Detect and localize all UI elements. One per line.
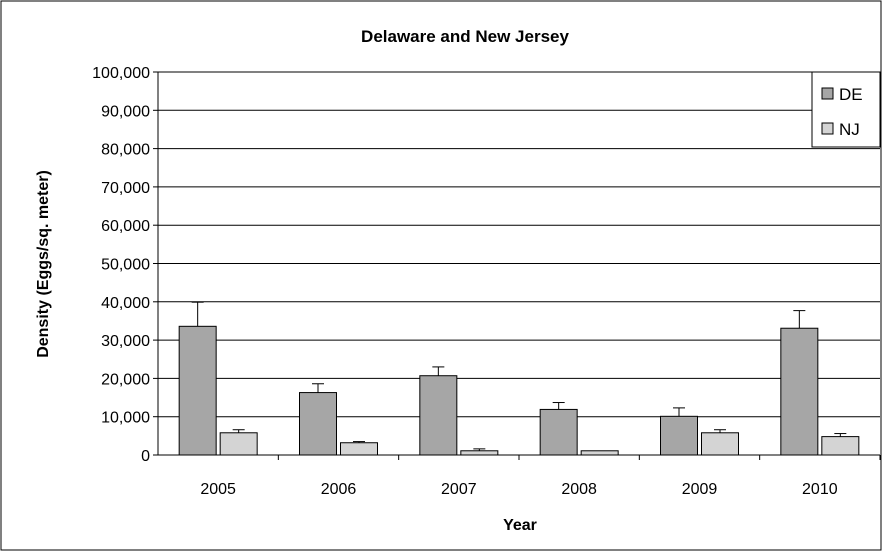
gridlines [158,71,880,418]
x-tick-label: 2006 [321,481,357,498]
x-tick-label: 2008 [561,481,597,498]
bar-nj-2010 [821,436,860,456]
bar-nj-2005 [219,432,258,456]
y-tick-label: 10,000 [101,410,150,427]
x-tick-label: 2005 [200,481,236,498]
bar-nj-2008 [580,450,619,456]
y-tick-label: 50,000 [101,257,150,274]
x-tick-label: 2010 [802,481,838,498]
bar-de-2010 [780,327,819,456]
legend: DE NJ [811,71,881,148]
bar-nj-2006 [340,442,378,456]
bar-de-2009 [660,415,698,456]
x-tick-label: 2009 [682,481,718,498]
x-axis-label: Year [503,517,537,534]
y-tick-label: 30,000 [101,333,150,350]
legend-label-de: DE [839,85,863,104]
bar-nj-2007 [460,450,499,456]
y-tick-label: 70,000 [101,180,150,197]
y-tick-label: 60,000 [101,218,150,235]
y-tick-label: 0 [141,448,150,465]
legend-swatch-nj [821,122,834,135]
y-axis-label: Density (Eggs/sq. meter) [35,170,52,358]
y-tick-label: 80,000 [101,142,150,159]
y-tick-label: 100,000 [92,65,150,82]
bar-nj-2009 [701,432,739,456]
y-tick-label: 40,000 [101,295,150,312]
x-tick-label: 2007 [441,481,477,498]
bar-de-2008 [539,408,578,456]
y-tick-label: 90,000 [101,103,150,120]
bars [178,301,860,456]
bar-de-2007 [419,375,458,456]
bar-de-2005 [178,325,217,456]
legend-label-nj: NJ [839,120,860,139]
axes: 0 10,000 20,000 30,000 40,000 50,000 60,000 70,… [92,65,881,498]
chart-title: Delaware and New Jersey [361,27,569,46]
y-tick-label: 20,000 [101,371,150,388]
bar-de-2006 [299,392,337,456]
legend-swatch-de [821,87,834,100]
